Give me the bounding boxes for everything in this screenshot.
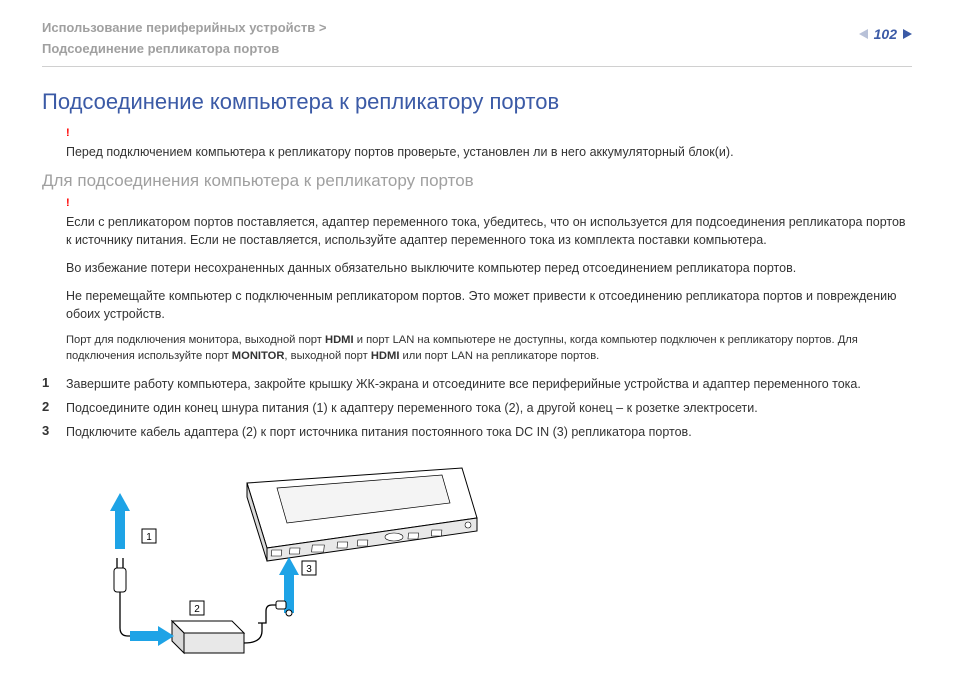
callout-3: 3 <box>302 561 316 575</box>
step-row: 1 Завершите работу компьютера, закройте … <box>42 375 912 393</box>
text-fragment: или порт LAN на репликаторе портов. <box>399 350 599 362</box>
svg-text:2: 2 <box>194 604 200 615</box>
page-title: Подсоединение компьютера к репликатору п… <box>42 89 912 115</box>
section-subtitle: Для подсоединения компьютера к репликато… <box>42 171 912 191</box>
step-number: 3 <box>42 423 66 438</box>
step-number: 1 <box>42 375 66 390</box>
warning-text-2a: Если с репликатором портов поставляется,… <box>66 213 912 249</box>
step-text: Подключите кабель адаптера (2) к порт ис… <box>66 423 692 441</box>
svg-text:3: 3 <box>306 564 312 575</box>
bold-hdmi: HDMI <box>371 350 400 362</box>
next-page-icon[interactable] <box>903 29 912 39</box>
callout-2: 2 <box>190 601 204 615</box>
breadcrumb: Использование периферийных устройств > П… <box>42 18 326 60</box>
header-divider <box>42 66 912 67</box>
connection-diagram: 1 2 3 <box>72 453 912 668</box>
arrow-adapter-icon <box>130 626 174 646</box>
port-replicator-icon <box>247 468 477 561</box>
warning-icon: ! <box>66 127 912 139</box>
svg-text:1: 1 <box>146 532 152 543</box>
page-number-nav: 102 <box>859 26 912 42</box>
warning-text-2b: Во избежание потери несохраненных данных… <box>66 259 912 277</box>
bold-hdmi: HDMI <box>325 334 354 346</box>
prev-page-icon[interactable] <box>859 29 868 39</box>
warning-icon: ! <box>66 197 912 209</box>
warning-text-2c: Не перемещайте компьютер с подключенным … <box>66 287 912 323</box>
bold-monitor: MONITOR <box>232 350 285 362</box>
step-row: 2 Подсоедините один конец шнура питания … <box>42 399 912 417</box>
breadcrumb-line1: Использование периферийных устройств > <box>42 20 326 35</box>
arrow-plug-icon <box>110 493 130 549</box>
power-plug-icon <box>114 558 172 636</box>
page-number: 102 <box>874 26 897 42</box>
step-text: Подсоедините один конец шнура питания (1… <box>66 399 758 417</box>
warning-text-1: Перед подключением компьютера к репликат… <box>66 143 912 161</box>
warning-text-2d: Порт для подключения монитора, выходной … <box>66 333 912 364</box>
step-row: 3 Подключите кабель адаптера (2) к порт … <box>42 423 912 441</box>
steps-list: 1 Завершите работу компьютера, закройте … <box>42 375 912 441</box>
callout-1: 1 <box>142 529 156 543</box>
step-text: Завершите работу компьютера, закройте кр… <box>66 375 861 393</box>
text-fragment: , выходной порт <box>284 350 370 362</box>
breadcrumb-line2: Подсоединение репликатора портов <box>42 41 279 56</box>
text-fragment: Порт для подключения монитора, выходной … <box>66 334 325 346</box>
step-number: 2 <box>42 399 66 414</box>
